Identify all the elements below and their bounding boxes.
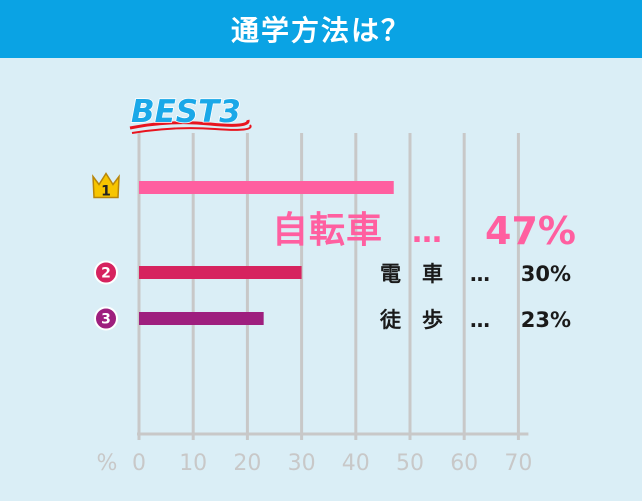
bars — [139, 181, 394, 325]
badge-label: BEST3 — [131, 94, 241, 130]
x-tick-label: 50 — [396, 451, 424, 476]
bar-chart: BEST3 1 2 3 自転車 … 47% 電 車 … 30% 徒 歩 … 23% 0 10 20 30 4… — [92, 93, 576, 476]
x-tick-label: 60 — [450, 451, 478, 476]
category-label: 自転車 — [272, 210, 383, 251]
bar-2 — [139, 266, 302, 279]
category-label: 徒 歩 — [379, 308, 443, 332]
best3-badge: BEST3 — [129, 93, 252, 134]
bar-3 — [139, 312, 264, 325]
x-tick-label: 10 — [179, 451, 207, 476]
rank-2-label: 2 — [101, 266, 111, 282]
separator: … — [470, 262, 490, 286]
rank-1-label: 1 — [101, 184, 111, 200]
bar-1 — [139, 181, 394, 194]
separator: … — [470, 308, 490, 332]
value-label: 30% — [521, 262, 571, 286]
rank-3-label: 3 — [101, 312, 111, 328]
badge-underline-2 — [131, 124, 252, 134]
x-tick-label: 20 — [233, 451, 261, 476]
category-label: 電 車 — [380, 262, 443, 286]
separator: … — [412, 215, 442, 250]
header-bar: 通学方法は？ — [0, 0, 642, 58]
rank-3-circle — [94, 306, 118, 331]
x-tick-label: 0 — [132, 451, 146, 476]
value-label: 47% — [485, 209, 576, 253]
bar-labels: 自転車 … 47% 電 車 … 30% 徒 歩 … 23% — [272, 209, 576, 332]
value-label: 23% — [521, 308, 571, 332]
x-tick-label: 30 — [288, 451, 316, 476]
rank-2-circle — [94, 260, 118, 285]
x-unit-label: % — [97, 451, 118, 476]
crown-icon — [92, 172, 120, 199]
x-tick-label: 40 — [342, 451, 370, 476]
x-axis-ticks: 0 10 20 30 40 50 60 70% — [97, 451, 533, 476]
page-title: 通学方法は？ — [230, 14, 411, 47]
badge-underline — [129, 119, 250, 130]
gridlines — [137, 133, 529, 440]
x-tick-label: 70 — [504, 451, 532, 476]
rank-markers: 1 2 3 — [92, 172, 120, 331]
